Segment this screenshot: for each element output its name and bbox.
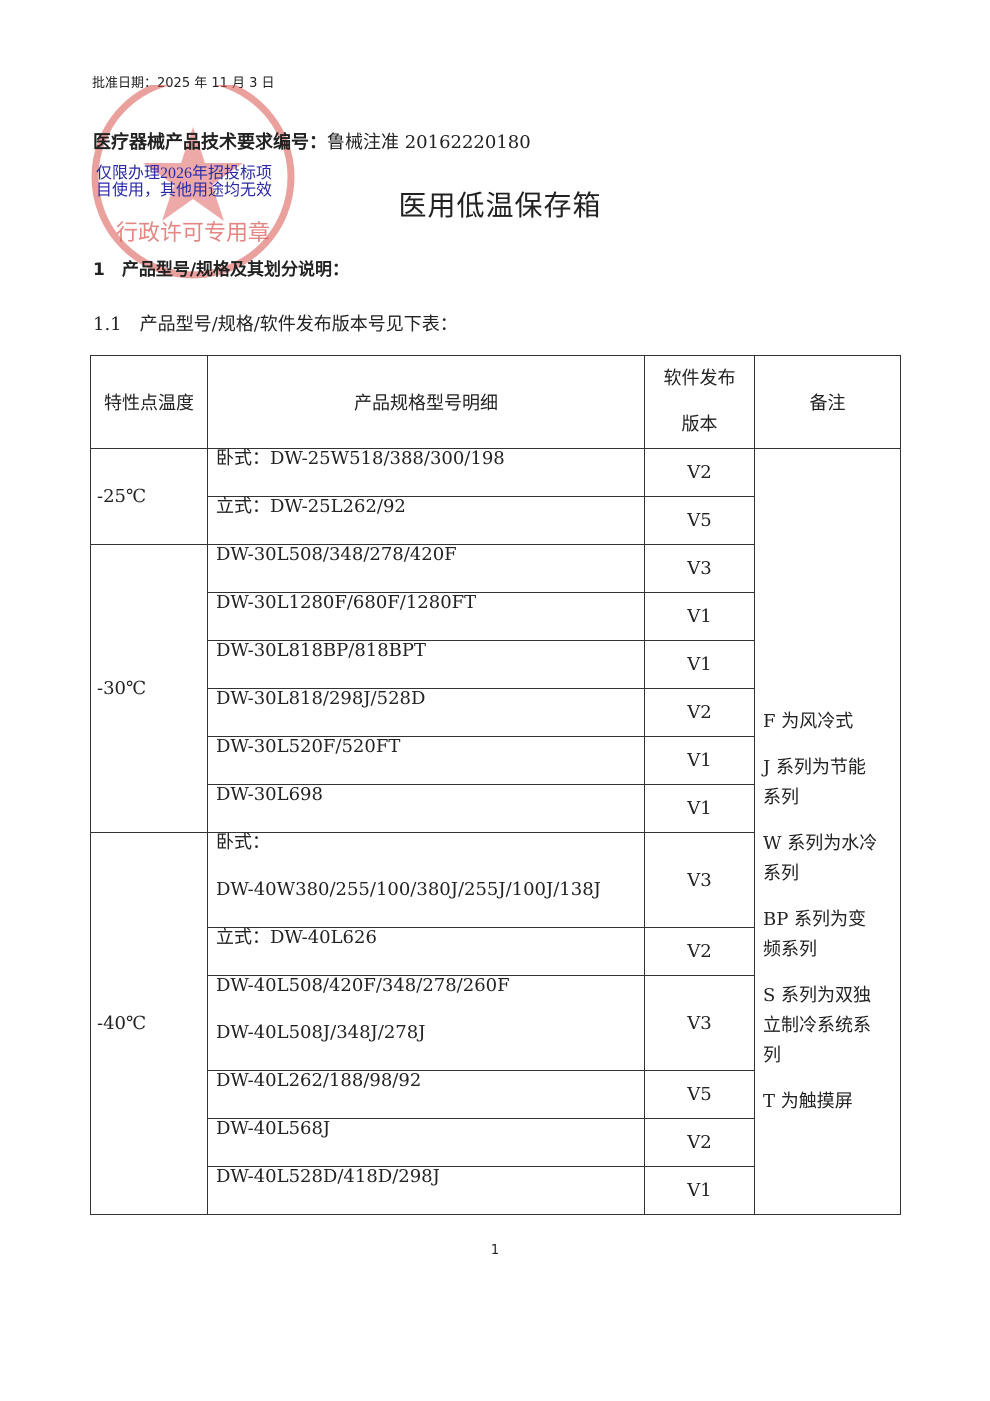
detail-line: DW-30L818BP/818BPT bbox=[216, 640, 427, 661]
table-row: -25℃ 卧式：DW-25W518/388/300/198 V2 F 为风冷式 J 系列… bbox=[90, 448, 901, 1215]
version-cell: V3 bbox=[644, 975, 755, 1071]
stamp: 行政许可专用章 bbox=[91, 85, 295, 279]
temperature-cell: -40℃ bbox=[90, 832, 208, 1215]
detail-line: 立式：DW-25L262/92 bbox=[216, 496, 406, 517]
header-text: 特性点温度 bbox=[104, 393, 194, 414]
detail-line: DW-40L528D/418D/298J bbox=[216, 1166, 440, 1187]
version-cell: V1 bbox=[644, 1166, 755, 1215]
detail-line: 立式：DW-40L626 bbox=[216, 927, 377, 948]
detail-line: DW-30L508/348/278/420F bbox=[216, 544, 457, 565]
stamp-star bbox=[143, 127, 243, 221]
detail-cell: 卧式：DW-25W518/388/300/198 bbox=[207, 448, 645, 497]
version-cell: V3 bbox=[644, 544, 755, 593]
table-row: DW-30L818/298J/528D V2 bbox=[91, 688, 901, 737]
version-cell: V3 bbox=[644, 832, 755, 928]
detail-cell: DW-40L508/420F/348/278/260F DW-40L508J/34… bbox=[207, 975, 645, 1071]
detail-cell: DW-30L818/298J/528D bbox=[207, 688, 645, 737]
header-cell: 备注 bbox=[754, 355, 901, 449]
table-row: DW-30L1280F/680F/1280FT V1 bbox=[91, 592, 901, 641]
temperature-cell: -25℃ bbox=[90, 448, 208, 545]
table-row: 立式：DW-25L262/92 V5 bbox=[91, 496, 901, 545]
detail-cell: DW-30L508/348/278/420F bbox=[207, 544, 645, 593]
table-row: 立式：DW-40L626 V2 bbox=[91, 927, 901, 976]
notice: 仅限办理2026年招投标项 目使用，其他用途均无效 bbox=[96, 165, 272, 199]
version-cell: V5 bbox=[644, 1070, 755, 1119]
detail-line: DW-30L520F/520FT bbox=[216, 736, 401, 757]
note: S 系列为双独立制冷系统系列 bbox=[763, 985, 872, 1066]
detail-line: DW-30L698 bbox=[216, 784, 323, 805]
note: F 为风冷式 bbox=[763, 711, 854, 732]
table-row: DW-40L528D/418D/298J V1 bbox=[91, 1166, 901, 1215]
section-heading: 1 产品型号/规格及其划分说明： bbox=[93, 260, 350, 280]
table-row: -40℃ 卧式： DW-40W380/255/100/380J/255J/100J/… bbox=[90, 832, 901, 1215]
detail-line: DW-40L568J bbox=[216, 1118, 331, 1139]
notice-line: 目使用，其他用途均无效 bbox=[96, 182, 273, 199]
doc-number-label: 医疗器械产品技术要求编号： bbox=[93, 132, 327, 153]
detail-line: DW-40L508/420F/348/278/260F bbox=[216, 975, 510, 996]
detail-line: 卧式：DW-25W518/388/300/198 bbox=[216, 448, 505, 469]
header-text: 备注 bbox=[809, 393, 846, 414]
detail-line: DW-40W380/255/100/380J/255J/100J/138J bbox=[216, 879, 601, 900]
detail-cell: DW-40L528D/418D/298J bbox=[207, 1166, 645, 1215]
detail-line: DW-40L262/188/98/92 bbox=[216, 1070, 422, 1091]
spec-table: 特性点温度 产品规格型号明细 软件发布版本 备注 -25℃ 卧式：DW-25W518/38… bbox=[90, 355, 901, 1215]
version-cell: V1 bbox=[644, 736, 755, 785]
header-text: 软件发布版本 bbox=[663, 368, 736, 435]
section-subheading: 1.1 产品型号/规格/软件发布版本号见下表： bbox=[93, 314, 458, 335]
note: BP 系列为变频系列 bbox=[763, 909, 867, 960]
table-row: DW-40L568J V2 bbox=[91, 1118, 901, 1167]
version-cell: V1 bbox=[644, 640, 755, 689]
notice-line: 仅限办理2026年招投标项 bbox=[96, 165, 273, 182]
table-row: -30℃ DW-30L508/348/278/420F V3 bbox=[90, 544, 901, 833]
version-cell: V2 bbox=[644, 688, 755, 737]
detail-line: 卧式： bbox=[216, 832, 270, 853]
note: W 系列为水冷系列 bbox=[763, 833, 878, 884]
detail-cell: DW-30L818BP/818BPT bbox=[207, 640, 645, 689]
detail-cell: DW-40L568J bbox=[207, 1118, 645, 1167]
version-cell: V1 bbox=[644, 784, 755, 833]
header-cell: 特性点温度 bbox=[90, 355, 208, 449]
doc-number-line: 医疗器械产品技术要求编号：鲁械注准 20162220180 bbox=[93, 128, 531, 154]
temperature-cell: -30℃ bbox=[90, 544, 208, 833]
detail-cell: 卧式： DW-40W380/255/100/380J/255J/100J/138J bbox=[207, 832, 645, 928]
detail-cell: 立式：DW-40L626 bbox=[207, 927, 645, 976]
doc-number: 鲁械注准 20162220180 bbox=[327, 132, 531, 153]
note: J 系列为节能系列 bbox=[763, 757, 866, 808]
stamp-text: 行政许可专用章 bbox=[116, 221, 270, 246]
header-text: 产品规格型号明细 bbox=[354, 393, 498, 414]
version-cell: V2 bbox=[644, 448, 755, 497]
detail-line: DW-30L818/298J/528D bbox=[216, 688, 426, 709]
detail-cell: DW-30L1280F/680F/1280FT bbox=[207, 592, 645, 641]
detail-line: DW-30L1280F/680F/1280FT bbox=[216, 592, 477, 613]
notes-cell: F 为风冷式 J 系列为节能系列 W 系列为水冷系列 BP 系列为变频系列 S 系列为双… bbox=[754, 448, 901, 1215]
note: T 为触摸屏 bbox=[763, 1091, 853, 1112]
version-cell: V2 bbox=[644, 1118, 755, 1167]
detail-cell: 立式：DW-25L262/92 bbox=[207, 496, 645, 545]
stamp-ring bbox=[91, 85, 295, 279]
header-cell: 产品规格型号明细 bbox=[207, 355, 645, 449]
header-row: 特性点温度 产品规格型号明细 软件发布版本 备注 bbox=[90, 355, 901, 449]
page-number: 1 bbox=[490, 1243, 500, 1258]
doc-title: 医用低温保存箱 bbox=[398, 189, 602, 222]
version-cell: V1 bbox=[644, 592, 755, 641]
version-cell: V5 bbox=[644, 496, 755, 545]
version-cell: V2 bbox=[644, 927, 755, 976]
detail-line: DW-40L508J/348J/278J bbox=[216, 1022, 426, 1043]
table-row: DW-40L508/420F/348/278/260F DW-40L508J/34… bbox=[91, 975, 901, 1071]
detail-cell: DW-40L262/188/98/92 bbox=[207, 1070, 645, 1119]
header-cell: 软件发布版本 bbox=[644, 355, 755, 449]
table-row: DW-30L818BP/818BPT V1 bbox=[91, 640, 901, 689]
table-row: DW-40L262/188/98/92 V5 bbox=[91, 1070, 901, 1119]
